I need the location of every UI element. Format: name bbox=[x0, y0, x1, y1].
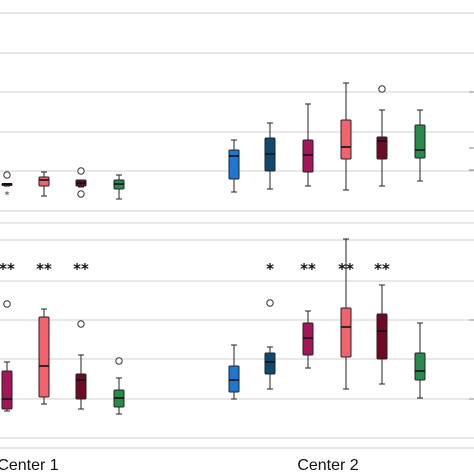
outlier-point bbox=[3, 300, 11, 308]
outlier-point bbox=[3, 171, 11, 179]
box-body bbox=[340, 307, 352, 358]
box-top-7 bbox=[302, 103, 314, 187]
box-top-9 bbox=[376, 85, 388, 187]
box-bottom-6 bbox=[264, 299, 276, 390]
box-body bbox=[414, 352, 426, 381]
box-bottom-1 bbox=[1, 300, 13, 412]
significance-mark: ** bbox=[73, 260, 89, 278]
box-bottom-8 bbox=[340, 238, 352, 390]
outlier-point bbox=[77, 320, 85, 328]
outlier-point bbox=[77, 190, 85, 198]
box-top-3 bbox=[75, 167, 87, 198]
box-top-6 bbox=[264, 122, 276, 190]
box-top-8 bbox=[340, 82, 352, 191]
significance-mark: ** bbox=[338, 260, 354, 278]
box-bottom-10 bbox=[414, 322, 426, 399]
box-bottom-2 bbox=[38, 308, 50, 405]
outlier-point bbox=[378, 85, 386, 93]
box-top-10 bbox=[414, 109, 426, 182]
significance-mark: * bbox=[266, 260, 274, 278]
box-body bbox=[38, 176, 50, 187]
box-body bbox=[376, 313, 388, 360]
significance-mark: ** bbox=[300, 260, 316, 278]
outlier-point bbox=[115, 357, 123, 365]
box-body bbox=[340, 119, 352, 160]
group-label-center-1: Center 1 bbox=[0, 457, 59, 474]
box-body bbox=[1, 370, 13, 410]
box-marks: * bbox=[1, 82, 426, 415]
box-bottom-5 bbox=[228, 344, 240, 400]
outlier-point bbox=[77, 167, 85, 175]
box-body bbox=[302, 139, 314, 173]
box-body bbox=[228, 365, 240, 393]
box-top-2 bbox=[38, 171, 50, 197]
group-label-center-2: Center 2 bbox=[297, 457, 358, 474]
box-body bbox=[228, 149, 240, 180]
box-body bbox=[264, 352, 276, 375]
box-top-5 bbox=[228, 139, 240, 193]
box-top-1: * bbox=[1, 171, 13, 201]
box-bottom-9 bbox=[376, 284, 388, 385]
outlier-point bbox=[266, 299, 274, 307]
box-top-4 bbox=[113, 174, 125, 200]
box-body bbox=[38, 316, 50, 398]
significance-mark: ** bbox=[0, 260, 15, 278]
box-bottom-7 bbox=[302, 310, 314, 369]
significance-mark: ** bbox=[374, 260, 390, 278]
box-body bbox=[302, 322, 314, 356]
box-bottom-4 bbox=[113, 357, 125, 415]
box-body bbox=[75, 373, 87, 400]
box-bottom-3 bbox=[75, 320, 87, 410]
significance-marks: ** ** ** * ** ** ** bbox=[0, 260, 390, 278]
group-labels: Center 1 Center 2 bbox=[0, 457, 359, 474]
box-body bbox=[376, 136, 388, 160]
box-body bbox=[414, 124, 426, 159]
outlier-extreme: * bbox=[5, 190, 10, 201]
significance-mark: ** bbox=[36, 260, 52, 278]
